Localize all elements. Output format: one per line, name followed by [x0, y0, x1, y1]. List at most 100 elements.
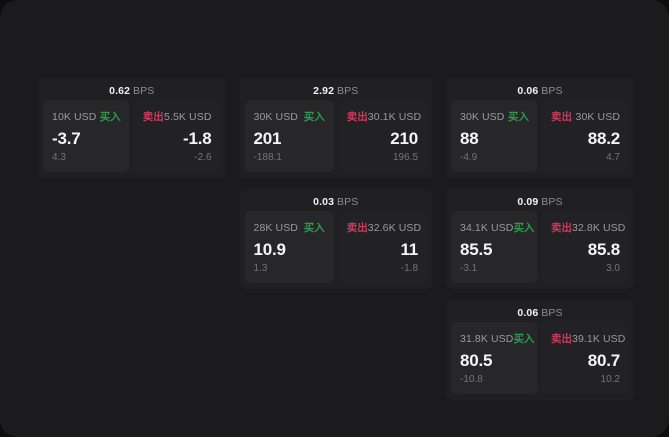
sell-size-label: 30K USD	[575, 111, 620, 123]
sell-action-label: 卖出	[142, 111, 164, 123]
buy-header-row: 10K USD 买入	[52, 109, 121, 124]
sell-delta: 3.0	[606, 263, 620, 274]
buy-size-label: 30K USD	[460, 111, 505, 123]
sell-price: 85.8	[587, 239, 620, 259]
buy-action-label: 买入	[303, 222, 325, 234]
sell-price-row: 11	[347, 240, 418, 259]
card-sides: 34.1K USD 买入 85.5 -3.1 卖出 32.8	[451, 211, 629, 283]
buy-delta: -10.8	[460, 374, 483, 385]
sell-panel[interactable]: 卖出 32.6K USD 11 -1.8	[337, 211, 428, 283]
sell-size-label: 39.1K USD	[572, 333, 626, 345]
sell-delta: 4.7	[606, 152, 620, 163]
buy-panel[interactable]: 34.1K USD 买入 85.5 -3.1	[451, 211, 538, 283]
buy-delta-row: -3.1	[460, 263, 529, 275]
sell-panel[interactable]: 卖出 30.1K USD 210 196.5	[337, 100, 428, 172]
sell-price: -1.8	[183, 128, 212, 148]
buy-delta: -3.1	[460, 263, 478, 274]
sell-panel[interactable]: 卖出 32.8K USD 85.8 3.0	[542, 211, 629, 283]
quote-card[interactable]: 0.09 BPS 34.1K USD 买入 85.5 -3.1	[446, 189, 634, 289]
buy-size-label: 34.1K USD	[460, 222, 514, 234]
card-sides: 10K USD 买入 -3.7 4.3 卖出 5.5K US	[43, 100, 221, 172]
sell-header-row: 卖出 5.5K USD	[143, 109, 212, 124]
buy-panel[interactable]: 28K USD 买入 10.9 1.3	[244, 211, 334, 283]
buy-delta: -4.9	[460, 152, 478, 163]
sell-delta-row: 196.5	[347, 152, 418, 164]
buy-delta-row: -188.1	[254, 152, 325, 164]
buy-action-label: 买入	[513, 333, 535, 345]
sell-action-label: 卖出	[346, 111, 368, 123]
sell-size-label: 32.8K USD	[572, 222, 626, 234]
card-header: 0.09 BPS	[451, 194, 629, 211]
buy-delta-row: 4.3	[52, 152, 121, 164]
buy-panel[interactable]: 30K USD 买入 88 -4.9	[451, 100, 538, 172]
buy-action-label: 买入	[513, 222, 535, 234]
buy-size-label: 28K USD	[253, 222, 298, 234]
sell-delta-row: 4.7	[551, 152, 620, 164]
sell-delta-row: 10.2	[551, 374, 620, 386]
buy-header-row: 30K USD 买入	[254, 109, 325, 124]
quote-card[interactable]: 0.06 BPS 30K USD 买入 88 -4.9	[446, 78, 634, 178]
sell-price: 11	[400, 239, 419, 259]
sell-delta: 196.5	[392, 152, 419, 163]
buy-panel[interactable]: 30K USD 买入 201 -188.1	[244, 100, 334, 172]
bps-unit: BPS	[541, 307, 563, 319]
sell-price-row: -1.8	[143, 129, 212, 148]
quote-columns-container: 0.62 BPS 10K USD 买入 -3.7 4.3	[38, 78, 634, 400]
sell-action-label: 卖出	[346, 222, 368, 234]
bps-unit: BPS	[541, 85, 563, 97]
buy-price: 201	[253, 128, 282, 148]
buy-price-row: 10.9	[254, 240, 325, 259]
sell-price: 88.2	[587, 128, 620, 148]
quote-column-1: 0.62 BPS 10K USD 买入 -3.7 4.3	[38, 78, 226, 178]
buy-action-label: 买入	[508, 111, 529, 123]
sell-panel[interactable]: 卖出 30K USD 88.2 4.7	[542, 100, 629, 172]
card-header: 0.03 BPS	[245, 194, 427, 211]
buy-header-row: 34.1K USD 买入	[460, 220, 534, 235]
buy-price: 10.9	[253, 239, 286, 259]
buy-delta: 1.3	[253, 263, 268, 274]
sell-header-row: 卖出 30K USD	[551, 109, 620, 124]
bps-unit: BPS	[133, 85, 155, 97]
bps-value: 2.92	[313, 85, 335, 97]
bps-unit: BPS	[337, 196, 359, 208]
buy-price-row: -3.7	[52, 129, 121, 148]
sell-price-row: 85.8	[551, 240, 620, 259]
buy-action-label: 买入	[99, 111, 121, 123]
buy-panel[interactable]: 10K USD 买入 -3.7 4.3	[43, 100, 130, 172]
sell-delta-row: -2.6	[143, 152, 212, 164]
quote-card[interactable]: 0.06 BPS 31.8K USD 买入 80.5 -10.8	[446, 300, 634, 400]
quote-card[interactable]: 0.03 BPS 28K USD 买入 10.9 1.3	[239, 189, 432, 289]
buy-delta: 4.3	[52, 152, 66, 163]
quote-card[interactable]: 2.92 BPS 30K USD 买入 201 -188.1	[239, 78, 432, 178]
sell-panel[interactable]: 卖出 39.1K USD 80.7 10.2	[542, 322, 629, 394]
sell-panel[interactable]: 卖出 5.5K USD -1.8 -2.6	[133, 100, 221, 172]
card-header: 0.62 BPS	[43, 83, 221, 100]
card-header: 0.06 BPS	[451, 305, 629, 322]
buy-size-label: 10K USD	[52, 111, 97, 123]
sell-header-row: 卖出 32.6K USD	[346, 220, 421, 235]
card-header: 2.92 BPS	[245, 83, 427, 100]
card-sides: 28K USD 买入 10.9 1.3 卖出 32.6K U	[244, 211, 428, 283]
buy-size-label: 31.8K USD	[460, 333, 514, 345]
bps-value: 0.09	[517, 196, 539, 208]
sell-delta: -2.6	[194, 152, 212, 163]
buy-price: 88	[460, 128, 479, 148]
buy-price: 80.5	[460, 350, 493, 370]
card-sides: 30K USD 买入 88 -4.9 卖出 30K USD	[451, 100, 629, 172]
buy-header-row: 28K USD 买入	[254, 220, 325, 235]
quote-card[interactable]: 0.62 BPS 10K USD 买入 -3.7 4.3	[38, 78, 226, 178]
sell-price: 210	[390, 128, 419, 148]
card-sides: 31.8K USD 买入 80.5 -10.8 卖出 39.	[451, 322, 629, 394]
sell-header-row: 卖出 30.1K USD	[346, 109, 421, 124]
buy-price-row: 85.5	[460, 240, 529, 259]
bps-value: 0.06	[517, 307, 539, 319]
sell-delta: 10.2	[600, 374, 620, 385]
buy-action-label: 买入	[303, 111, 325, 123]
sell-price-row: 80.7	[551, 351, 620, 370]
bps-value: 0.03	[313, 196, 335, 208]
buy-panel[interactable]: 31.8K USD 买入 80.5 -10.8	[451, 322, 538, 394]
sell-price-row: 88.2	[551, 129, 620, 148]
buy-price-row: 88	[460, 129, 529, 148]
buy-delta-row: -10.8	[460, 374, 529, 386]
buy-header-row: 31.8K USD 买入	[460, 331, 534, 346]
